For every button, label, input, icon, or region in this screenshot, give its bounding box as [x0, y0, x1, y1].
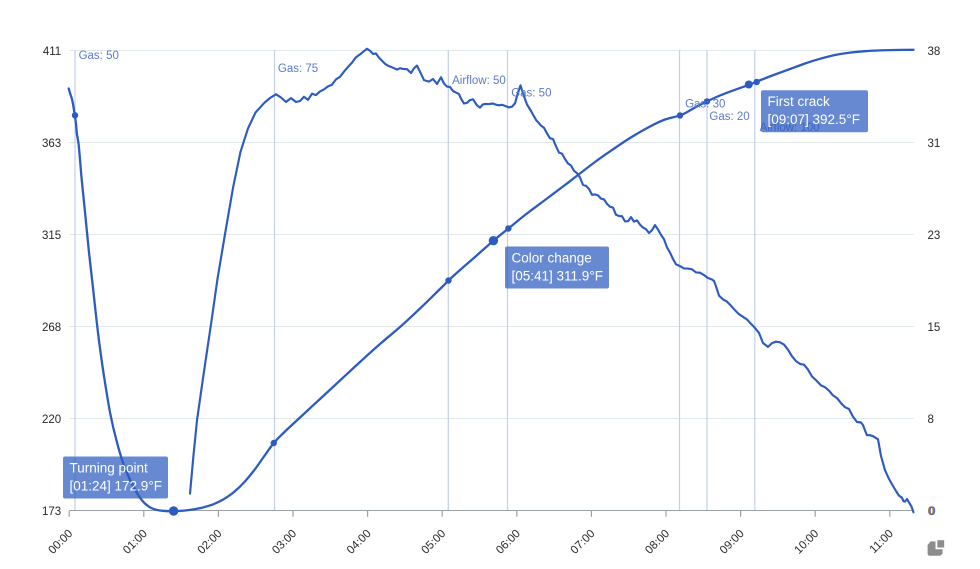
svg-text:Gas: 50: Gas: 50: [79, 50, 119, 62]
svg-text:0: 0: [928, 506, 934, 518]
svg-text:38: 38: [928, 46, 941, 58]
svg-text:Gas: 30: Gas: 30: [685, 99, 725, 111]
svg-text:15: 15: [928, 322, 941, 334]
svg-text:23: 23: [928, 230, 941, 242]
svg-text:Color change: Color change: [512, 250, 592, 265]
svg-text:8: 8: [928, 414, 934, 426]
svg-text:31: 31: [928, 138, 941, 150]
svg-text:Gas: 20: Gas: 20: [709, 111, 749, 123]
svg-text:[05:41] 311.9°F: [05:41] 311.9°F: [512, 268, 603, 283]
svg-text:220: 220: [42, 414, 61, 426]
svg-text:0: 0: [928, 506, 934, 518]
svg-text:268: 268: [42, 322, 61, 334]
svg-text:411: 411: [43, 46, 61, 58]
svg-text:363: 363: [42, 138, 61, 150]
svg-text:Gas: 50: Gas: 50: [511, 88, 551, 100]
svg-text:First crack: First crack: [768, 94, 830, 109]
svg-text:315: 315: [42, 230, 61, 242]
svg-text:Airflow: 50: Airflow: 50: [452, 75, 506, 87]
svg-text:Gas: 75: Gas: 75: [278, 63, 318, 75]
svg-text:173: 173: [42, 506, 61, 518]
svg-text:Turning point: Turning point: [70, 460, 149, 475]
svg-text:[01:24] 172.9°F: [01:24] 172.9°F: [70, 478, 162, 493]
svg-text:0: 0: [929, 506, 935, 518]
svg-text:[09:07] 392.5°F: [09:07] 392.5°F: [768, 112, 860, 127]
